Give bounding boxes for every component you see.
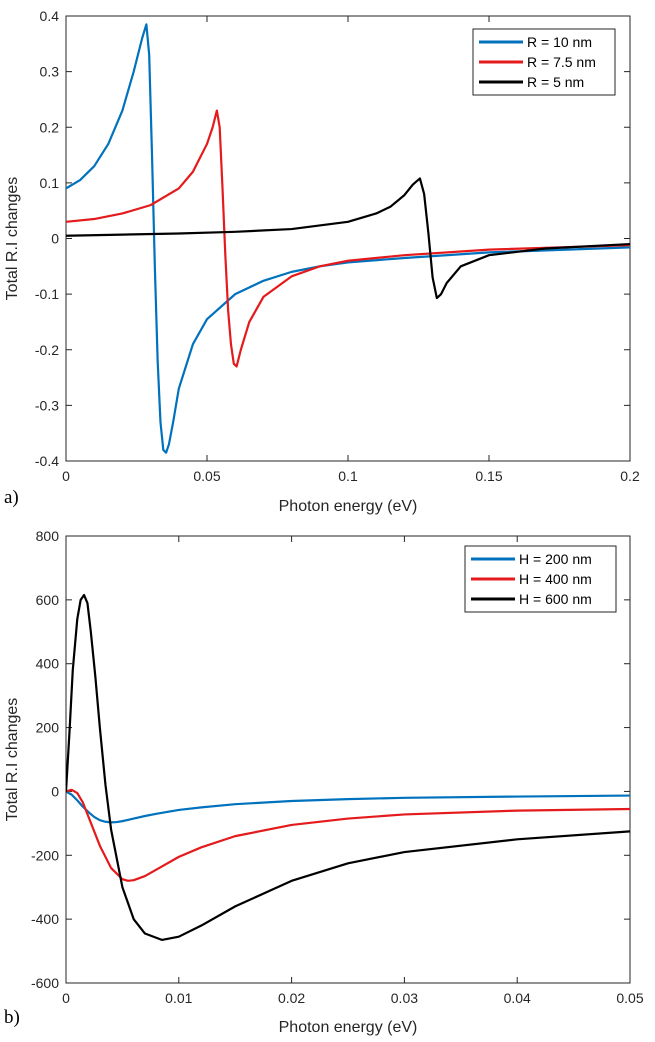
y-tick-label: 0.1 [40,175,60,191]
y-tick-label: -0.1 [35,286,59,302]
x-axis-label: Photon energy (eV) [279,1019,418,1036]
y-tick-label: 800 [36,528,60,544]
x-tick-label: 0.1 [338,468,358,484]
legend-label-3: H = 600 nm [519,591,592,607]
y-tick-label: -0.2 [35,342,59,358]
x-tick-label: 0 [62,990,70,1006]
legend: H = 200 nm H = 400 nm H = 600 nm [464,545,617,613]
series-line-3 [66,177,630,300]
x-tick-label: 0.04 [504,990,531,1006]
y-tick-label: 200 [36,720,60,736]
x-tick-label: 0.2 [620,468,640,484]
y-tick-label: -0.4 [35,453,59,469]
y-tick-label: -600 [31,975,59,991]
legend-label-3: R = 5 nm [527,74,584,90]
x-tick-label: 0.02 [278,990,305,1006]
y-tick-label: -400 [31,911,59,927]
y-tick-label: 400 [36,656,60,672]
legend-label-1: R = 10 nm [527,34,592,50]
y-tick-label: 0 [51,783,59,799]
legend-label-2: R = 7.5 nm [527,54,596,70]
y-axis-label: Total R.I changes [4,698,21,822]
y-tick-label: -200 [31,847,59,863]
legend-box [472,28,616,96]
legend-label-2: H = 400 nm [519,571,592,587]
legend: R = 10 nm R = 7.5 nm R = 5 nm [472,28,616,96]
y-tick-label: 0 [51,231,59,247]
x-tick-label: 0.05 [616,990,643,1006]
chart-panel-a: 0 0.05 0.1 0.15 0.2 0.4 0.3 0.2 0.1 0 -0.1 -0.2 -0.3… [4,8,640,515]
x-tick-label: 0.01 [165,990,192,1006]
y-tick-label: 0.3 [40,64,60,80]
panel-label: b) [4,1007,20,1028]
x-tick-label: 0.15 [475,468,502,484]
legend-label-1: H = 200 nm [519,551,592,567]
series-line-2 [66,109,630,368]
y-tick-label: 600 [36,592,60,608]
x-tick-label: 0 [62,468,70,484]
panel-label: a) [4,487,19,508]
x-tick-label: 0.03 [391,990,418,1006]
y-axis-label: Total R.I changes [4,177,21,301]
chart-panel-b: 0 0.01 0.02 0.03 0.04 0.05 800 600 400 200 0 -200 -4… [4,528,644,1036]
series-line-2 [66,788,630,882]
y-tick-label: -0.3 [35,397,59,413]
series-line-1 [66,23,630,454]
x-tick-label: 0.05 [193,468,220,484]
x-axis-label: Photon energy (eV) [279,498,418,515]
series-line-3 [66,593,630,942]
y-tick-label: 0.2 [40,119,60,135]
y-tick-label: 0.4 [40,8,60,24]
